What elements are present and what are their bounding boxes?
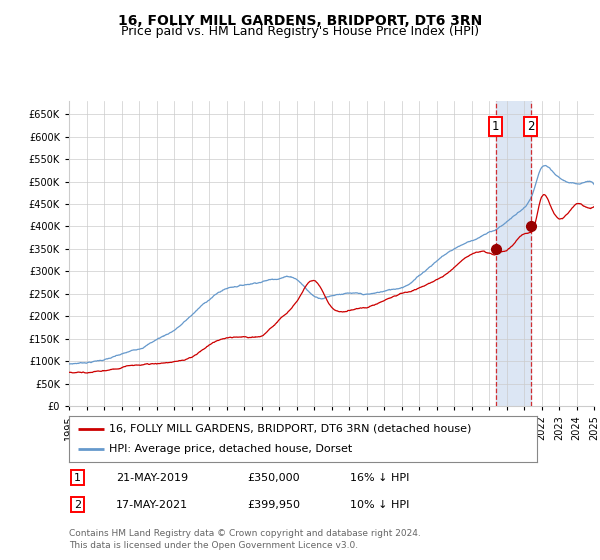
Text: Price paid vs. HM Land Registry's House Price Index (HPI): Price paid vs. HM Land Registry's House … [121, 25, 479, 38]
Text: 2: 2 [527, 120, 535, 133]
Text: 16, FOLLY MILL GARDENS, BRIDPORT, DT6 3RN (detached house): 16, FOLLY MILL GARDENS, BRIDPORT, DT6 3R… [109, 424, 471, 434]
Text: £399,950: £399,950 [247, 500, 300, 510]
Text: 17-MAY-2021: 17-MAY-2021 [116, 500, 188, 510]
Text: Contains HM Land Registry data © Crown copyright and database right 2024.
This d: Contains HM Land Registry data © Crown c… [69, 529, 421, 550]
Text: 1: 1 [74, 473, 81, 483]
Text: HPI: Average price, detached house, Dorset: HPI: Average price, detached house, Dors… [109, 444, 352, 454]
Text: 16% ↓ HPI: 16% ↓ HPI [350, 473, 409, 483]
Text: 16, FOLLY MILL GARDENS, BRIDPORT, DT6 3RN: 16, FOLLY MILL GARDENS, BRIDPORT, DT6 3R… [118, 14, 482, 28]
Text: 21-MAY-2019: 21-MAY-2019 [116, 473, 188, 483]
Text: 10% ↓ HPI: 10% ↓ HPI [350, 500, 409, 510]
Text: 1: 1 [492, 120, 499, 133]
Text: 2: 2 [74, 500, 81, 510]
Bar [496, 101, 530, 406]
Text: £350,000: £350,000 [247, 473, 299, 483]
